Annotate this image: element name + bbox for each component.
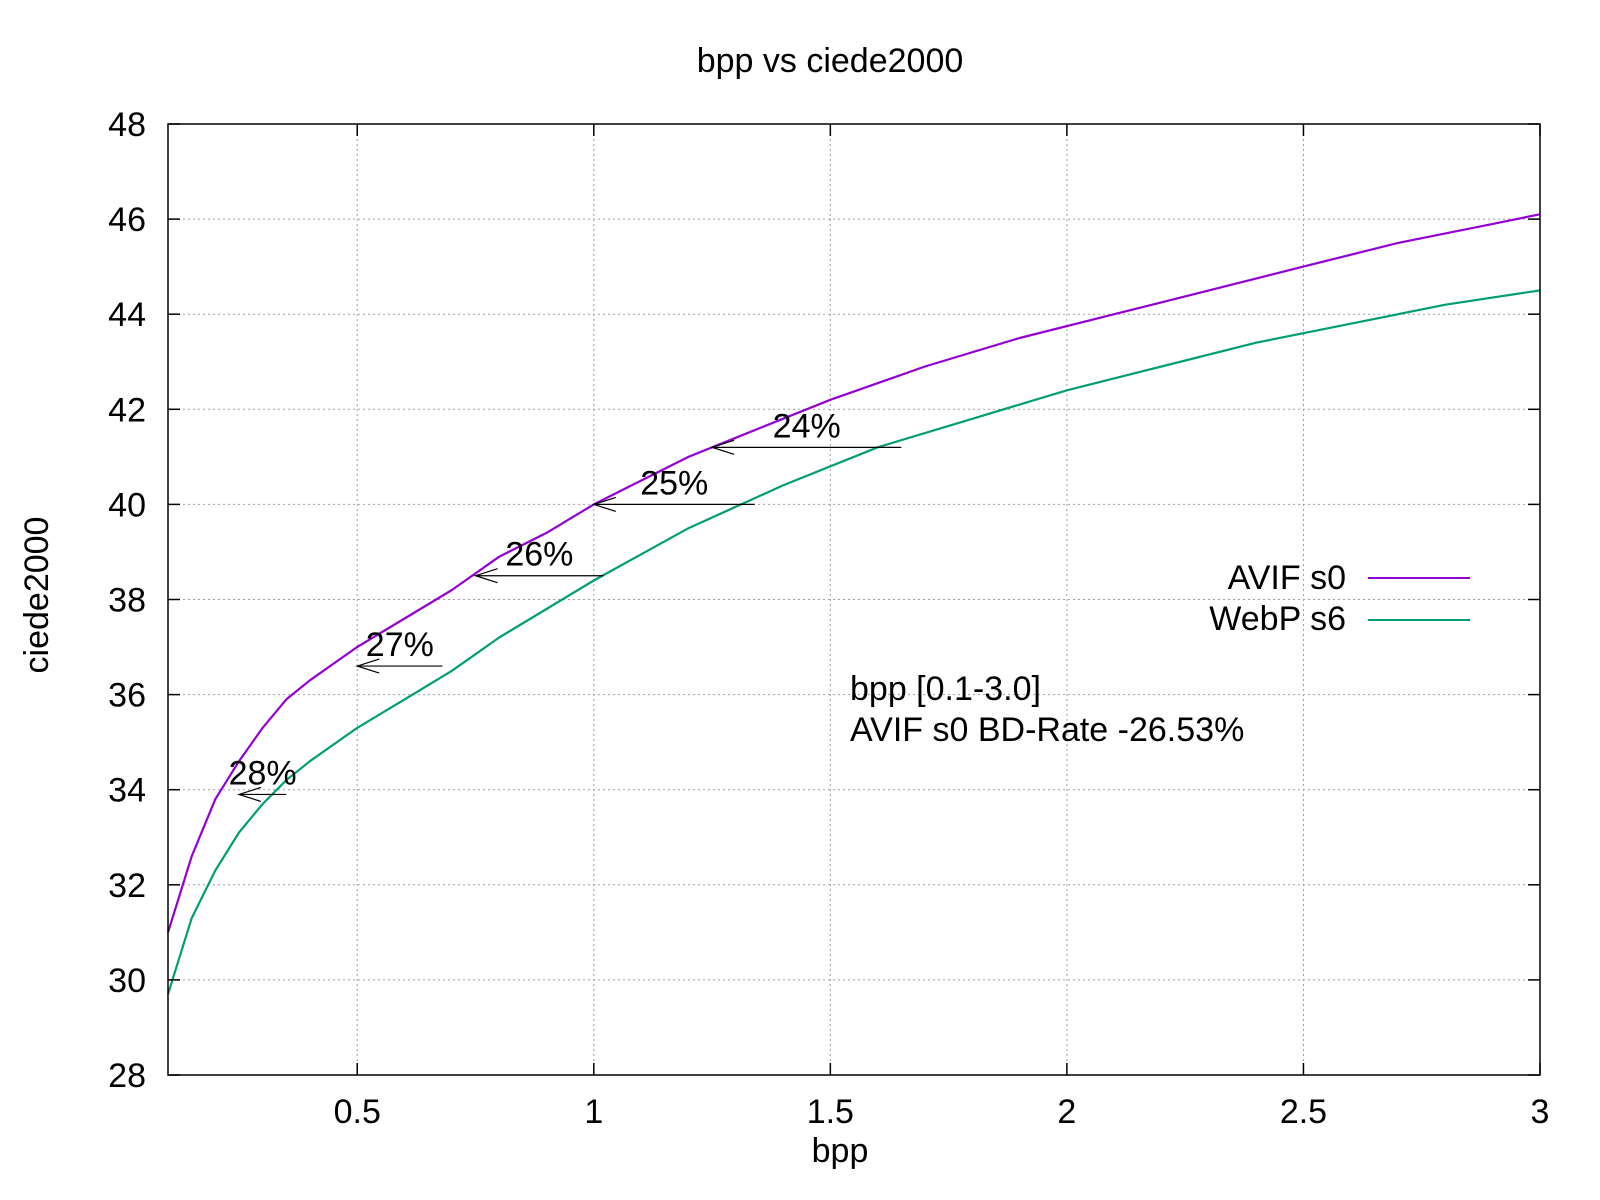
annotation-label: 26% xyxy=(505,536,573,574)
y-tick-label: 28 xyxy=(108,1057,146,1095)
x-tick-label: 1.5 xyxy=(807,1093,854,1131)
series-line-webp xyxy=(166,289,1541,995)
legend-label-webp: WebP s6 xyxy=(1209,600,1346,638)
y-tick-label: 40 xyxy=(108,486,146,524)
annotation-arrowhead xyxy=(236,786,262,803)
y-tick-label: 48 xyxy=(108,106,146,144)
chart-title: bpp vs ciede2000 xyxy=(697,42,964,80)
x-tick-label: 3 xyxy=(1531,1093,1550,1131)
axis-ticks: 0.5 1 1.5 2 2.5 3 28 30 32 34 36 38 40 42 44 46 48 xyxy=(108,106,1549,1131)
annotation-arrowhead xyxy=(710,439,735,455)
y-tick-label: 34 xyxy=(108,772,146,810)
annotation-arrowhead xyxy=(473,568,498,584)
y-tick-label: 38 xyxy=(108,582,146,620)
annotations: 24% 25% 26% 27% 28% xyxy=(229,407,902,803)
x-tick-label: 2.5 xyxy=(1280,1093,1327,1131)
bd-rate-note: bpp [0.1-3.0] AVIF s0 BD-Rate -26.53% xyxy=(850,670,1244,749)
annotation-arrowhead xyxy=(591,496,616,512)
annotation-label: 24% xyxy=(773,407,841,445)
y-tick-label: 32 xyxy=(108,867,146,905)
y-tick-label: 46 xyxy=(108,201,146,239)
y-axis-label: ciede2000 xyxy=(18,517,56,674)
note-range: bpp [0.1-3.0] xyxy=(850,670,1041,708)
annotation-label: 25% xyxy=(640,464,708,502)
y-tick-label: 44 xyxy=(108,296,146,334)
annotation-arrowhead xyxy=(355,658,380,674)
y-tick-label: 42 xyxy=(108,391,146,429)
legend-label-avif: AVIF s0 xyxy=(1228,559,1346,597)
annotation-label: 28% xyxy=(229,754,297,792)
x-tick-label: 0.5 xyxy=(334,1093,381,1131)
x-tick-label: 1 xyxy=(584,1093,603,1131)
y-tick-label: 30 xyxy=(108,962,146,1000)
x-axis-label: bpp xyxy=(812,1132,869,1170)
note-bd-rate: AVIF s0 BD-Rate -26.53% xyxy=(850,711,1244,749)
legend: AVIF s0 WebP s6 xyxy=(1209,559,1470,638)
y-tick-label: 36 xyxy=(108,677,146,715)
x-tick-label: 2 xyxy=(1057,1093,1076,1131)
grid xyxy=(168,124,1541,1075)
annotation-label: 27% xyxy=(366,626,434,664)
